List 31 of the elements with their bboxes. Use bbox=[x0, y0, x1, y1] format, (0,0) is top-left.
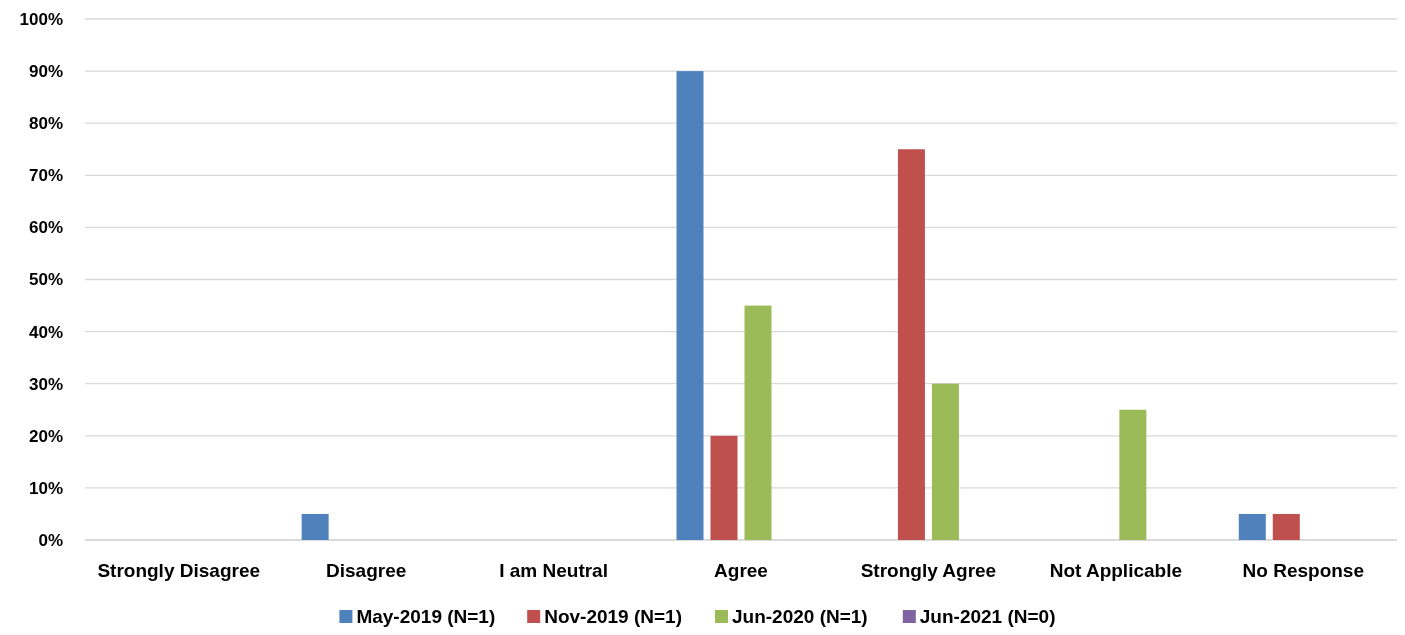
bar bbox=[1272, 513, 1300, 540]
legend-label: Nov-2019 (N=1) bbox=[544, 606, 683, 627]
y-tick-label: 60% bbox=[28, 218, 63, 238]
x-tick-label: No Response bbox=[1242, 560, 1364, 581]
bar bbox=[301, 513, 329, 540]
x-tick-label: Agree bbox=[714, 560, 768, 581]
legend-label: Jun-2021 (N=0) bbox=[919, 606, 1056, 627]
y-tick-label: 100% bbox=[19, 9, 63, 29]
y-tick-label: 50% bbox=[28, 270, 63, 290]
y-tick-label: 30% bbox=[28, 374, 63, 394]
y-tick-label: 0% bbox=[38, 530, 63, 550]
y-tick-label: 10% bbox=[28, 478, 63, 498]
x-tick-label: Not Applicable bbox=[1049, 560, 1183, 581]
bar bbox=[1238, 513, 1266, 540]
x-tick-label: Disagree bbox=[326, 560, 407, 581]
bar bbox=[897, 149, 925, 540]
y-tick-label: 90% bbox=[28, 62, 63, 82]
y-tick-label: 20% bbox=[28, 426, 63, 446]
x-tick-label: I am Neutral bbox=[499, 560, 608, 581]
y-tick-label: 70% bbox=[28, 166, 63, 186]
legend-label: May-2019 (N=1) bbox=[356, 606, 496, 627]
x-tick-label: Strongly Disagree bbox=[97, 560, 261, 581]
bar bbox=[676, 71, 704, 540]
y-tick-label: 40% bbox=[28, 322, 63, 342]
x-tick-label: Strongly Agree bbox=[860, 560, 997, 581]
bar bbox=[744, 305, 772, 540]
bar bbox=[931, 383, 959, 540]
legend-label: Jun-2020 (N=1) bbox=[732, 606, 868, 627]
bar bbox=[1119, 409, 1147, 540]
bar bbox=[710, 435, 738, 540]
y-tick-label: 80% bbox=[28, 114, 63, 134]
